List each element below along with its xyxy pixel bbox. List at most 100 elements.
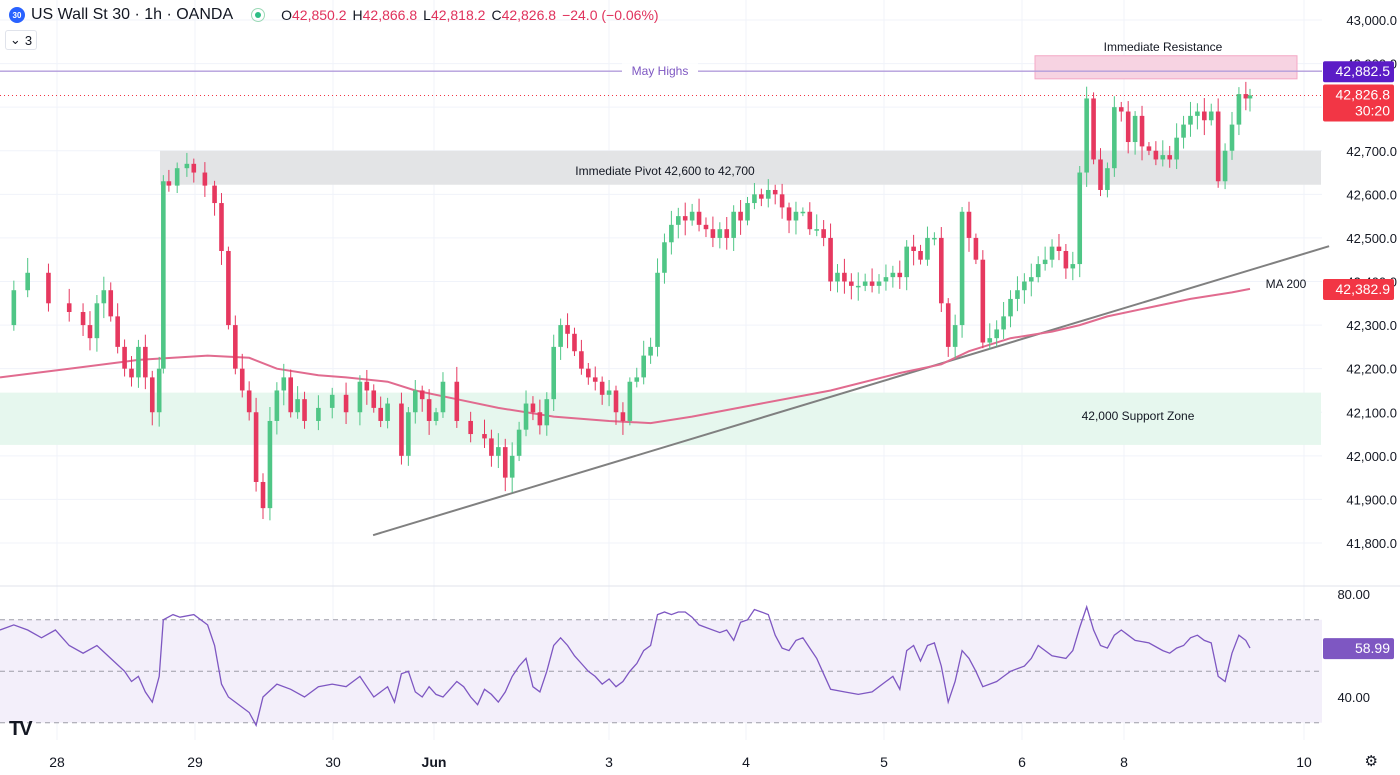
candle-body <box>406 412 411 456</box>
candle-body <box>202 172 208 186</box>
support-zone <box>0 392 1321 445</box>
candle-body <box>1215 111 1221 182</box>
x-tick-label: 30 <box>325 754 341 770</box>
x-tick-label: Jun <box>422 754 447 770</box>
candle-body <box>329 394 335 408</box>
candle-body <box>246 390 252 413</box>
candle-body <box>1049 246 1055 260</box>
x-tick-label: 8 <box>1120 754 1128 770</box>
ma200-badge-text: 42,382.9 <box>1336 281 1391 297</box>
candle-body <box>1028 277 1034 282</box>
candle-body <box>426 399 432 421</box>
candle-body <box>731 211 736 238</box>
candle-body <box>745 203 750 221</box>
candle-body <box>1063 250 1069 269</box>
candle-body <box>399 403 404 456</box>
last-price-badge-text: 30:20 <box>1355 102 1390 118</box>
candle-body <box>454 381 460 421</box>
ma200-badge <box>1323 279 1394 300</box>
candle-body <box>357 381 363 413</box>
candle-body <box>904 246 909 278</box>
legend-header: 30 US Wall St 30 · 1h · OANDA O42,850.2 … <box>0 0 659 30</box>
candle-body <box>502 447 508 478</box>
pivot-zone-label: Immediate Pivot 42,600 to 42,700 <box>575 164 755 178</box>
rsi-tick-label: 40.00 <box>1337 690 1370 705</box>
candle-body <box>703 224 709 230</box>
candle-body <box>544 399 550 426</box>
candle-body <box>94 303 100 339</box>
candle-body <box>482 434 487 439</box>
candle-body <box>1188 115 1193 125</box>
settings-gear-icon[interactable]: ⚙ <box>1364 753 1378 770</box>
candle-body <box>599 381 605 395</box>
candle-body <box>752 194 757 204</box>
chart-title[interactable]: US Wall St 30 · 1h · OANDA <box>31 6 234 23</box>
tradingview-logo-icon[interactable]: TV <box>9 718 33 740</box>
candle-body <box>343 394 349 413</box>
candle-body <box>945 303 951 347</box>
candle-body <box>122 346 127 369</box>
candle-body <box>675 216 681 225</box>
zone-labels: Immediate Resistance Immediate Pivot 42,6… <box>575 40 1306 423</box>
may-highs-label-bg <box>622 63 698 80</box>
candle-body <box>129 368 134 378</box>
candle-body <box>156 368 162 413</box>
y-tick-label: 42,600.0 <box>1346 187 1397 202</box>
candle-body <box>1070 264 1076 269</box>
candle-body <box>662 242 667 273</box>
may-highs-badge <box>1323 61 1394 83</box>
candle-body <box>136 346 141 378</box>
candle-body <box>835 272 840 282</box>
ohlc-values: O42,850.2 H42,866.8 L42,818.2 C42,826.8 … <box>281 7 658 23</box>
candle-body <box>1056 246 1062 251</box>
candle-body <box>939 237 944 304</box>
chevron-down-icon: ⌄ <box>9 32 21 47</box>
x-tick-label: 10 <box>1296 754 1312 770</box>
candle-body <box>1125 111 1131 143</box>
y-tick-label: 42,200.0 <box>1346 362 1397 377</box>
candle-body <box>288 377 293 413</box>
candle-body <box>966 211 972 238</box>
candle-body <box>669 224 674 243</box>
y-tick-label: 42,000.0 <box>1346 449 1397 464</box>
candle-body <box>419 390 425 400</box>
candle-body <box>1077 172 1083 265</box>
candle-body <box>1001 316 1006 330</box>
candle-body <box>973 237 979 260</box>
candle-body <box>1084 98 1089 173</box>
rsi-badge-text: 58.99 <box>1355 640 1390 656</box>
candle-body <box>1160 155 1166 160</box>
ma200-line <box>0 287 1251 425</box>
may-highs-badge-text: 42,882.5 <box>1336 63 1391 79</box>
candle-body <box>80 312 86 326</box>
x-tick-label: 5 <box>880 754 888 770</box>
candle-body <box>1105 168 1110 190</box>
candle-body <box>918 250 923 260</box>
indicators-toggle-button[interactable]: ⌄ 3 <box>5 30 37 50</box>
candle-body <box>239 368 245 391</box>
low-value: 42,818.2 <box>430 7 486 23</box>
candle-body <box>101 290 107 304</box>
candle-body <box>496 447 501 456</box>
x-tick-label: 4 <box>742 754 750 770</box>
candle-body <box>108 290 114 317</box>
candle-body <box>738 211 743 221</box>
candle-body <box>890 272 896 278</box>
candle-body <box>219 203 224 251</box>
candle-body <box>440 381 446 413</box>
candle-body <box>911 246 916 251</box>
candle-body <box>274 390 280 421</box>
y-tick-label: 42,500.0 <box>1346 231 1397 246</box>
candle-body <box>191 163 197 173</box>
candle-body <box>184 163 190 169</box>
candle-body <box>849 281 854 286</box>
pivot-zone <box>160 150 1321 185</box>
candle-body <box>689 211 695 221</box>
candle-body <box>565 325 570 334</box>
y-tick-label: 42,700.0 <box>1346 144 1397 159</box>
resistance-zone-label: Immediate Resistance <box>1104 40 1223 54</box>
candle-body <box>613 390 619 413</box>
candle-body <box>558 325 563 347</box>
candle-body <box>724 229 730 238</box>
